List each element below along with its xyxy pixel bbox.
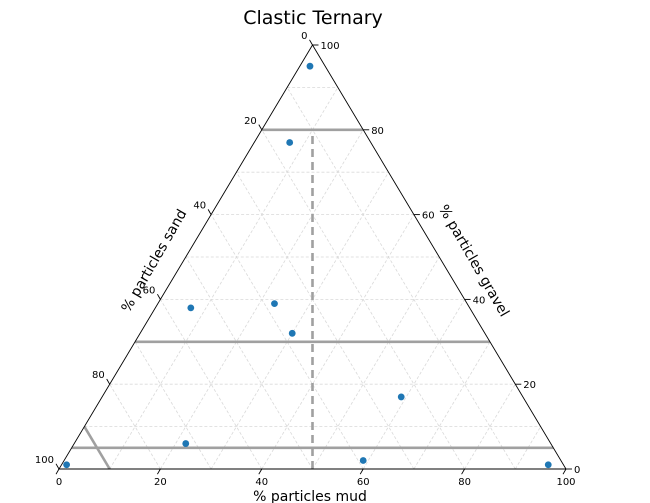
tick-label-sand: 20	[244, 116, 257, 127]
triangle-frame	[58, 44, 567, 470]
data-point	[359, 457, 367, 464]
tick-mark-mud	[258, 468, 263, 475]
tick-label-gravel: 100	[321, 41, 340, 52]
axis-title-sand: % particles sand	[119, 207, 191, 315]
tick-mark-sand	[309, 39, 313, 46]
tick-label-mud: 100	[556, 477, 575, 488]
tick-label-mud: 20	[154, 477, 167, 488]
grid-line-sand	[160, 299, 263, 470]
tick-label-mud: 0	[56, 477, 62, 488]
grid-line-mud	[362, 299, 465, 470]
axis-title-mud: % particles mud	[253, 489, 367, 503]
tick-label-sand: 80	[92, 370, 105, 381]
grid-line-mud	[210, 171, 389, 470]
grid-line-sand	[236, 171, 415, 470]
data-point	[187, 304, 195, 312]
tick-label-sand: 100	[35, 455, 54, 466]
grid-line-mud	[109, 87, 339, 470]
tick-label-mud: 60	[357, 477, 370, 488]
tick-mark-sand	[106, 378, 111, 385]
tick-label-gravel: 60	[422, 211, 435, 222]
grid-line-sand	[134, 341, 212, 470]
data-point	[271, 300, 278, 308]
tick-label-sand: 40	[193, 201, 206, 212]
grid-line-mud	[312, 256, 440, 470]
tick-label-mud: 40	[255, 477, 268, 488]
tick-mark-sand	[55, 463, 60, 470]
tick-label-gravel: 80	[371, 126, 384, 137]
data-point	[306, 62, 314, 70]
data-point	[286, 139, 294, 146]
axis-ticks: 0 0 0 20 20 20 40 40 40 60 60 60 80 80 80 100 100 100	[35, 31, 580, 488]
grid-line-mud	[514, 426, 541, 470]
data-points	[63, 62, 552, 469]
grid-line-mud	[413, 341, 491, 470]
grid-line-sand	[109, 383, 161, 470]
tick-label-sand: 0	[301, 31, 307, 42]
tick-mark-mud	[461, 468, 465, 475]
tick-label-gravel: 40	[473, 295, 486, 306]
chart-title: Clastic Ternary	[243, 7, 383, 29]
data-point	[63, 461, 71, 469]
tick-mark-sand	[258, 124, 263, 131]
tick-label-sand: 60	[143, 285, 156, 296]
grid-line-sand	[185, 256, 313, 470]
tick-mark-mud	[157, 468, 161, 475]
boundary-line	[83, 425, 111, 470]
tick-mark-mud	[562, 468, 567, 475]
tick-mark-sand	[157, 293, 161, 300]
tick-label-gravel: 0	[574, 465, 580, 476]
triangle-outline	[58, 44, 567, 470]
tick-mark-mud	[55, 468, 60, 475]
grid-line-mud	[464, 383, 516, 470]
tick-label-gravel: 20	[523, 380, 536, 391]
classification-boundaries	[71, 128, 554, 470]
tick-mark-sand	[207, 209, 212, 215]
grid-line-sand	[286, 87, 516, 470]
data-point	[544, 461, 552, 469]
data-point	[288, 329, 296, 337]
tick-label-mud: 80	[458, 477, 471, 488]
data-point	[397, 393, 405, 401]
data-point	[182, 440, 190, 447]
tick-mark-mud	[359, 468, 364, 475]
